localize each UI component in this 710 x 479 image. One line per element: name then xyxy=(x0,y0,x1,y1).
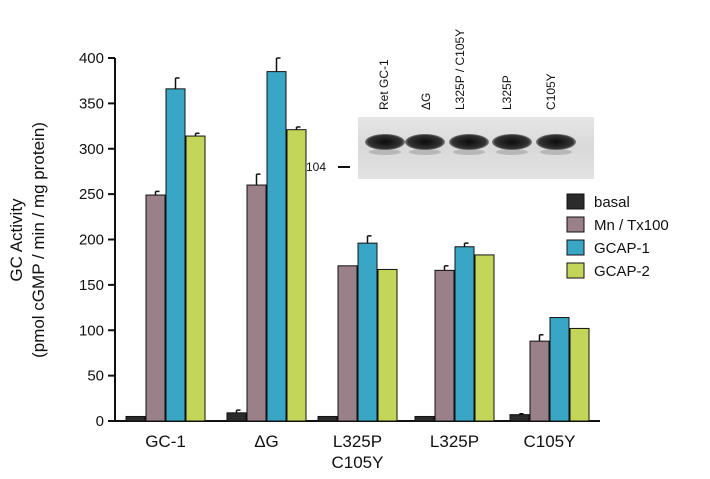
blot-lane-label: ΔG xyxy=(419,93,433,110)
y-tick-label: 200 xyxy=(79,232,104,249)
legend-swatch xyxy=(566,193,585,210)
blot-band-shadow xyxy=(540,149,572,155)
bar-gcap-2-0 xyxy=(185,135,206,422)
blot-band-shadow xyxy=(453,149,485,155)
y-tick-label: 400 xyxy=(79,50,104,67)
legend-swatch xyxy=(566,239,585,256)
bars xyxy=(125,57,590,422)
blot-marker-label: 104 xyxy=(306,160,326,174)
bar-mn-tx100-3 xyxy=(434,269,455,422)
legend-label: GCAP-2 xyxy=(594,263,650,280)
y-tick-label: 0 xyxy=(96,413,104,430)
bar-mn-tx100-0 xyxy=(145,194,166,422)
y-tick-label: 250 xyxy=(79,186,104,203)
legend-swatch xyxy=(566,216,585,233)
category-labels: GC-1 ΔG L325P C105Y L325P C105Y xyxy=(145,432,575,472)
legend-label: basal xyxy=(594,194,630,211)
bar-gcap-1-2 xyxy=(357,242,378,422)
blot-bands xyxy=(365,134,576,155)
bar-mn-tx100-1 xyxy=(246,184,267,422)
blot-lane-label: L325P / C105Y xyxy=(453,29,467,110)
legend-swatch xyxy=(566,262,585,279)
bar-mn-tx100-4 xyxy=(529,340,550,422)
bar-basal-4 xyxy=(509,414,530,422)
blot-band xyxy=(536,134,576,150)
bar-mn-tx100-2 xyxy=(337,265,358,422)
bar-gcap-2-3 xyxy=(474,254,495,422)
y-tick-label: 50 xyxy=(87,368,104,385)
blot-lane-labels: Ret GC-1 ΔG L325P / C105Y L325P C105Y xyxy=(377,29,558,110)
blot-lane-label: C105Y xyxy=(544,73,558,110)
y-tick-label: 100 xyxy=(79,322,104,339)
blot-lane-label: L325P xyxy=(500,75,514,110)
blot-band-shadow xyxy=(409,149,441,155)
y-ticks: 0 50 100 150 200 250 300 350 400 xyxy=(79,50,115,430)
blot-band xyxy=(365,134,405,150)
blot-band-shadow xyxy=(369,149,401,155)
category-label: ΔG xyxy=(254,432,279,451)
y-tick-label: 350 xyxy=(79,95,104,112)
bar-basal-0 xyxy=(125,415,146,422)
y-axis-title-line2: (pmol cGMP / min / mg protein) xyxy=(29,122,48,358)
category-label: L325P xyxy=(430,432,479,451)
bar-gcap-1-3 xyxy=(454,246,475,422)
category-label: L325P xyxy=(333,432,382,451)
legend-label: Mn / Tx100 xyxy=(594,217,669,234)
bar-gcap-1-1 xyxy=(266,71,287,422)
blot-lane-label: Ret GC-1 xyxy=(377,59,391,110)
legend: basal Mn / Tx100 GCAP-1 GCAP-2 xyxy=(566,193,669,280)
bar-gcap-2-1 xyxy=(286,129,307,422)
category-label: GC-1 xyxy=(145,432,186,451)
y-axis-title-line1: GC Activity xyxy=(7,198,26,282)
bar-basal-2 xyxy=(317,415,338,422)
legend-label: GCAP-1 xyxy=(594,240,650,257)
y-tick-label: 300 xyxy=(79,141,104,158)
bar-gcap-1-0 xyxy=(165,88,186,422)
category-label: C105Y xyxy=(524,432,576,451)
bar-basal-3 xyxy=(414,415,435,422)
bar-gcap-1-4 xyxy=(549,317,570,422)
y-axis-title: GC Activity (pmol cGMP / min / mg protei… xyxy=(7,122,48,358)
category-label: C105Y xyxy=(332,453,384,472)
bar-gcap-2-4 xyxy=(569,327,590,422)
blot-band xyxy=(492,134,532,150)
blot-band-shadow xyxy=(496,149,528,155)
bar-basal-1 xyxy=(226,412,247,422)
western-blot-inset: Ret GC-1 ΔG L325P / C105Y L325P C105Y 104 xyxy=(306,29,594,179)
blot-band xyxy=(449,134,489,150)
y-tick-label: 150 xyxy=(79,277,104,294)
bar-gcap-2-2 xyxy=(377,268,398,422)
blot-band xyxy=(405,134,445,150)
